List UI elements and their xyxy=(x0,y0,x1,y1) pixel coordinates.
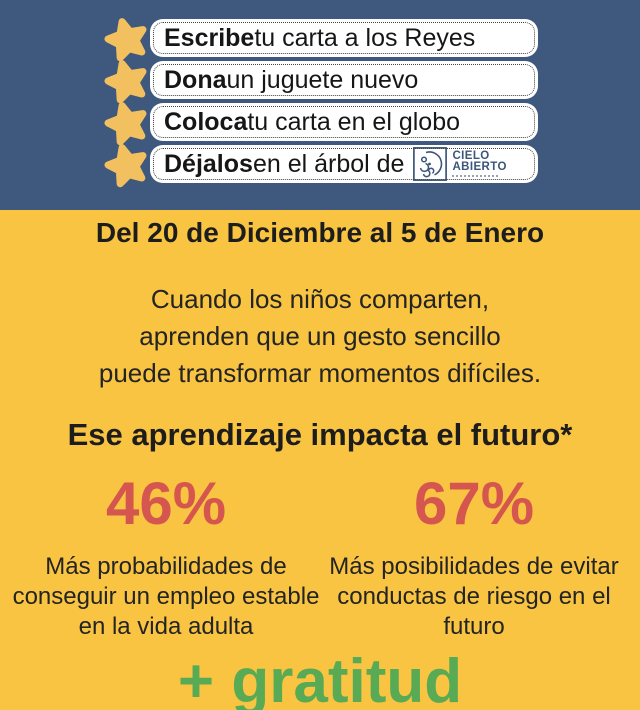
message-paragraph: Cuando los niños comparten, aprenden que… xyxy=(0,281,640,392)
checklist-item-dona: Dona un juguete nuevo xyxy=(150,61,538,99)
stat-caption-line: futuro xyxy=(443,613,505,640)
stat-caption-line: Más posibilidades de evitar xyxy=(329,553,619,580)
stat-caption-line: conseguir un empleo estable xyxy=(12,583,320,610)
checklist-item-keyword: Déjalos xyxy=(164,149,253,178)
stat-value: 46% xyxy=(105,470,227,537)
checklist-item-rest: tu carta en el globo xyxy=(247,107,461,136)
star-icon xyxy=(104,60,147,104)
star-icon xyxy=(104,102,147,146)
checklist-item-rest: en el árbol de xyxy=(252,149,405,178)
date-range-heading: Del 20 de Diciembre al 5 de Enero xyxy=(95,217,545,248)
stat-caption-line: conductas de riesgo en el xyxy=(337,583,611,610)
checklist-item-keyword: Coloca xyxy=(164,107,248,136)
stat-value: 67% xyxy=(413,470,535,537)
cielo-abierto-logo: CIELO ABIERTO xyxy=(413,147,506,181)
message-line: puede transformar momentos difíciles. xyxy=(98,358,542,388)
checklist-item-text: Escribe tu carta a los Reyes xyxy=(150,19,538,57)
stat-caption-line: en la vida adulta xyxy=(78,613,254,640)
stats-row: 46% Más probabilidades de conseguir un e… xyxy=(12,474,628,642)
cielo-abierto-wordmark: CIELO ABIERTO xyxy=(452,150,507,177)
logo-line-cielo: CIELO xyxy=(452,150,490,162)
logo-line-abierto: ABIERTO xyxy=(452,161,507,173)
checklist-item-rest: tu carta a los Reyes xyxy=(254,23,476,52)
checklist-item-dejalos: Déjalos en el árbol de CIELO ABIERTO xyxy=(150,145,538,183)
message-line: Cuando los niños comparten, xyxy=(150,284,490,314)
star-icon xyxy=(104,144,147,188)
checklist-item-rest: un juguete nuevo xyxy=(226,65,419,94)
stat-caption: Más posibilidades de evitar conductas de… xyxy=(320,552,628,642)
checklist-item-coloca: Coloca tu carta en el globo xyxy=(150,103,538,141)
impact-heading: Ese aprendizaje impacta el futuro* xyxy=(67,417,573,452)
stat-caption-line: Más probabilidades de xyxy=(45,553,287,580)
checklist-item-keyword: Dona xyxy=(164,65,227,94)
star-icon xyxy=(104,18,147,62)
gratitude-footer: + gratitud xyxy=(177,647,463,710)
checklist-item-text: Dona un juguete nuevo xyxy=(150,61,538,99)
stat-risk-avoidance: 67% Más posibilidades de evitar conducta… xyxy=(320,474,628,642)
logo-tagline-dots xyxy=(452,175,499,177)
stat-caption: Más probabilidades de conseguir un emple… xyxy=(12,552,320,642)
checklist-item-escribe: Escribe tu carta a los Reyes xyxy=(150,19,538,57)
message-line: aprenden que un gesto sencillo xyxy=(139,321,501,351)
stat-employment: 46% Más probabilidades de conseguir un e… xyxy=(12,474,320,642)
checklist-item-text: Coloca tu carta en el globo xyxy=(150,103,538,141)
cielo-abierto-emblem-icon xyxy=(413,147,448,181)
checklist-item-text: Déjalos en el árbol de CIELO ABIERTO xyxy=(150,145,538,183)
checklist-item-keyword: Escribe xyxy=(164,23,255,52)
